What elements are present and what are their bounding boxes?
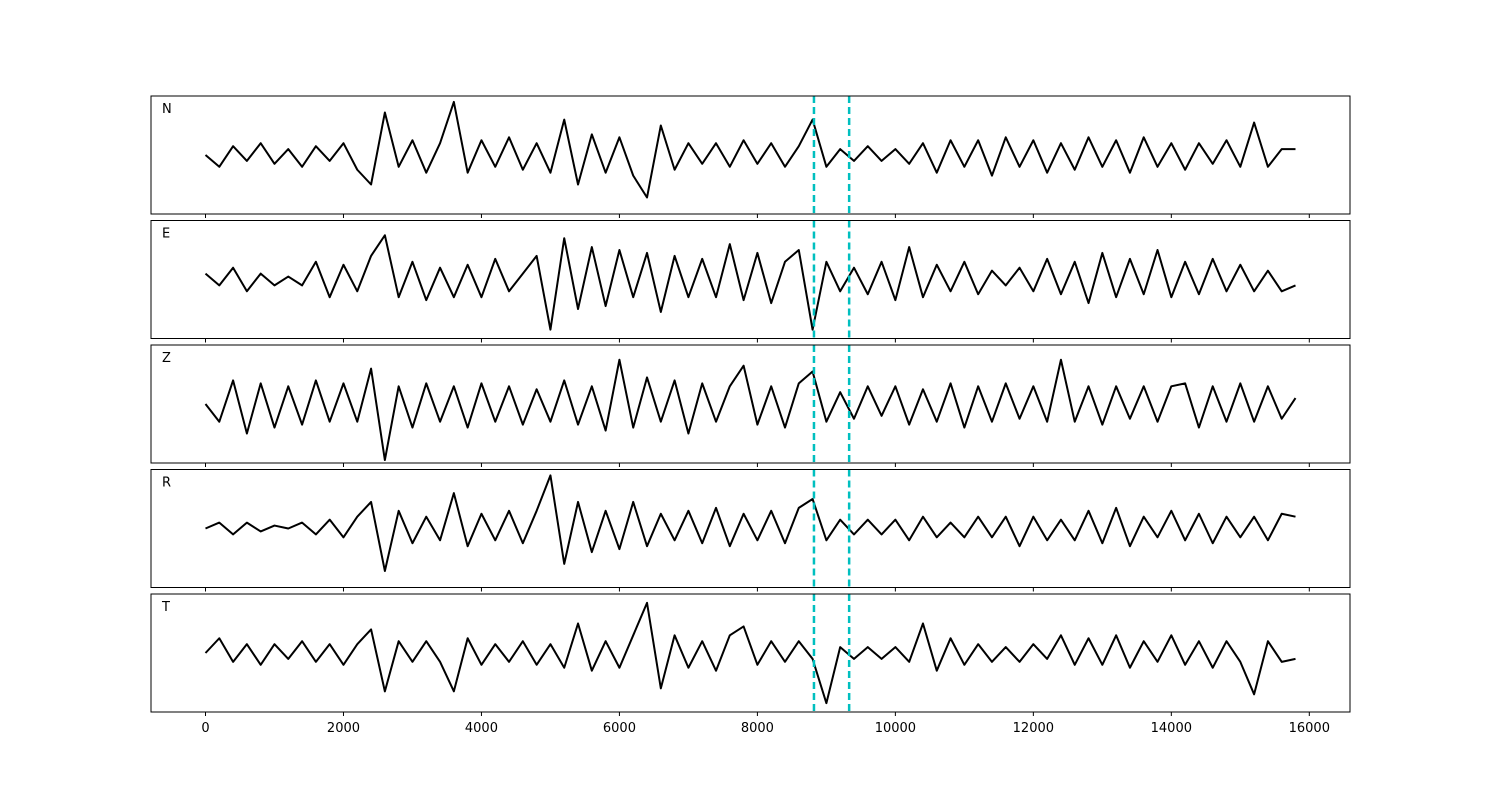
trace [204,358,1297,462]
x-tick-label: 12000 [1013,721,1054,736]
trace [204,601,1296,705]
x-tick-label: 4000 [465,721,498,736]
x-tick-label: 10000 [875,721,916,736]
x-tick-label: 16000 [1289,721,1330,736]
panel-label: T [161,600,170,615]
x-tick-label: 0 [201,721,209,736]
axes-frame [150,344,1351,464]
panel-label: E [162,227,170,242]
x-tick-label: 6000 [603,721,636,736]
trace [204,100,1296,199]
panel-label: R [162,476,171,491]
axes-frame [150,95,1351,215]
panel-label: Z [162,351,171,366]
x-tick-label: 2000 [327,721,360,736]
x-tick-label: 14000 [1151,721,1192,736]
trace [204,234,1296,331]
trace [205,474,1296,572]
axes-frame [150,593,1351,713]
panel-label: N [162,102,172,117]
axes-frame [150,469,1351,588]
axes-frame [150,220,1351,339]
x-tick-label: 8000 [741,721,774,736]
